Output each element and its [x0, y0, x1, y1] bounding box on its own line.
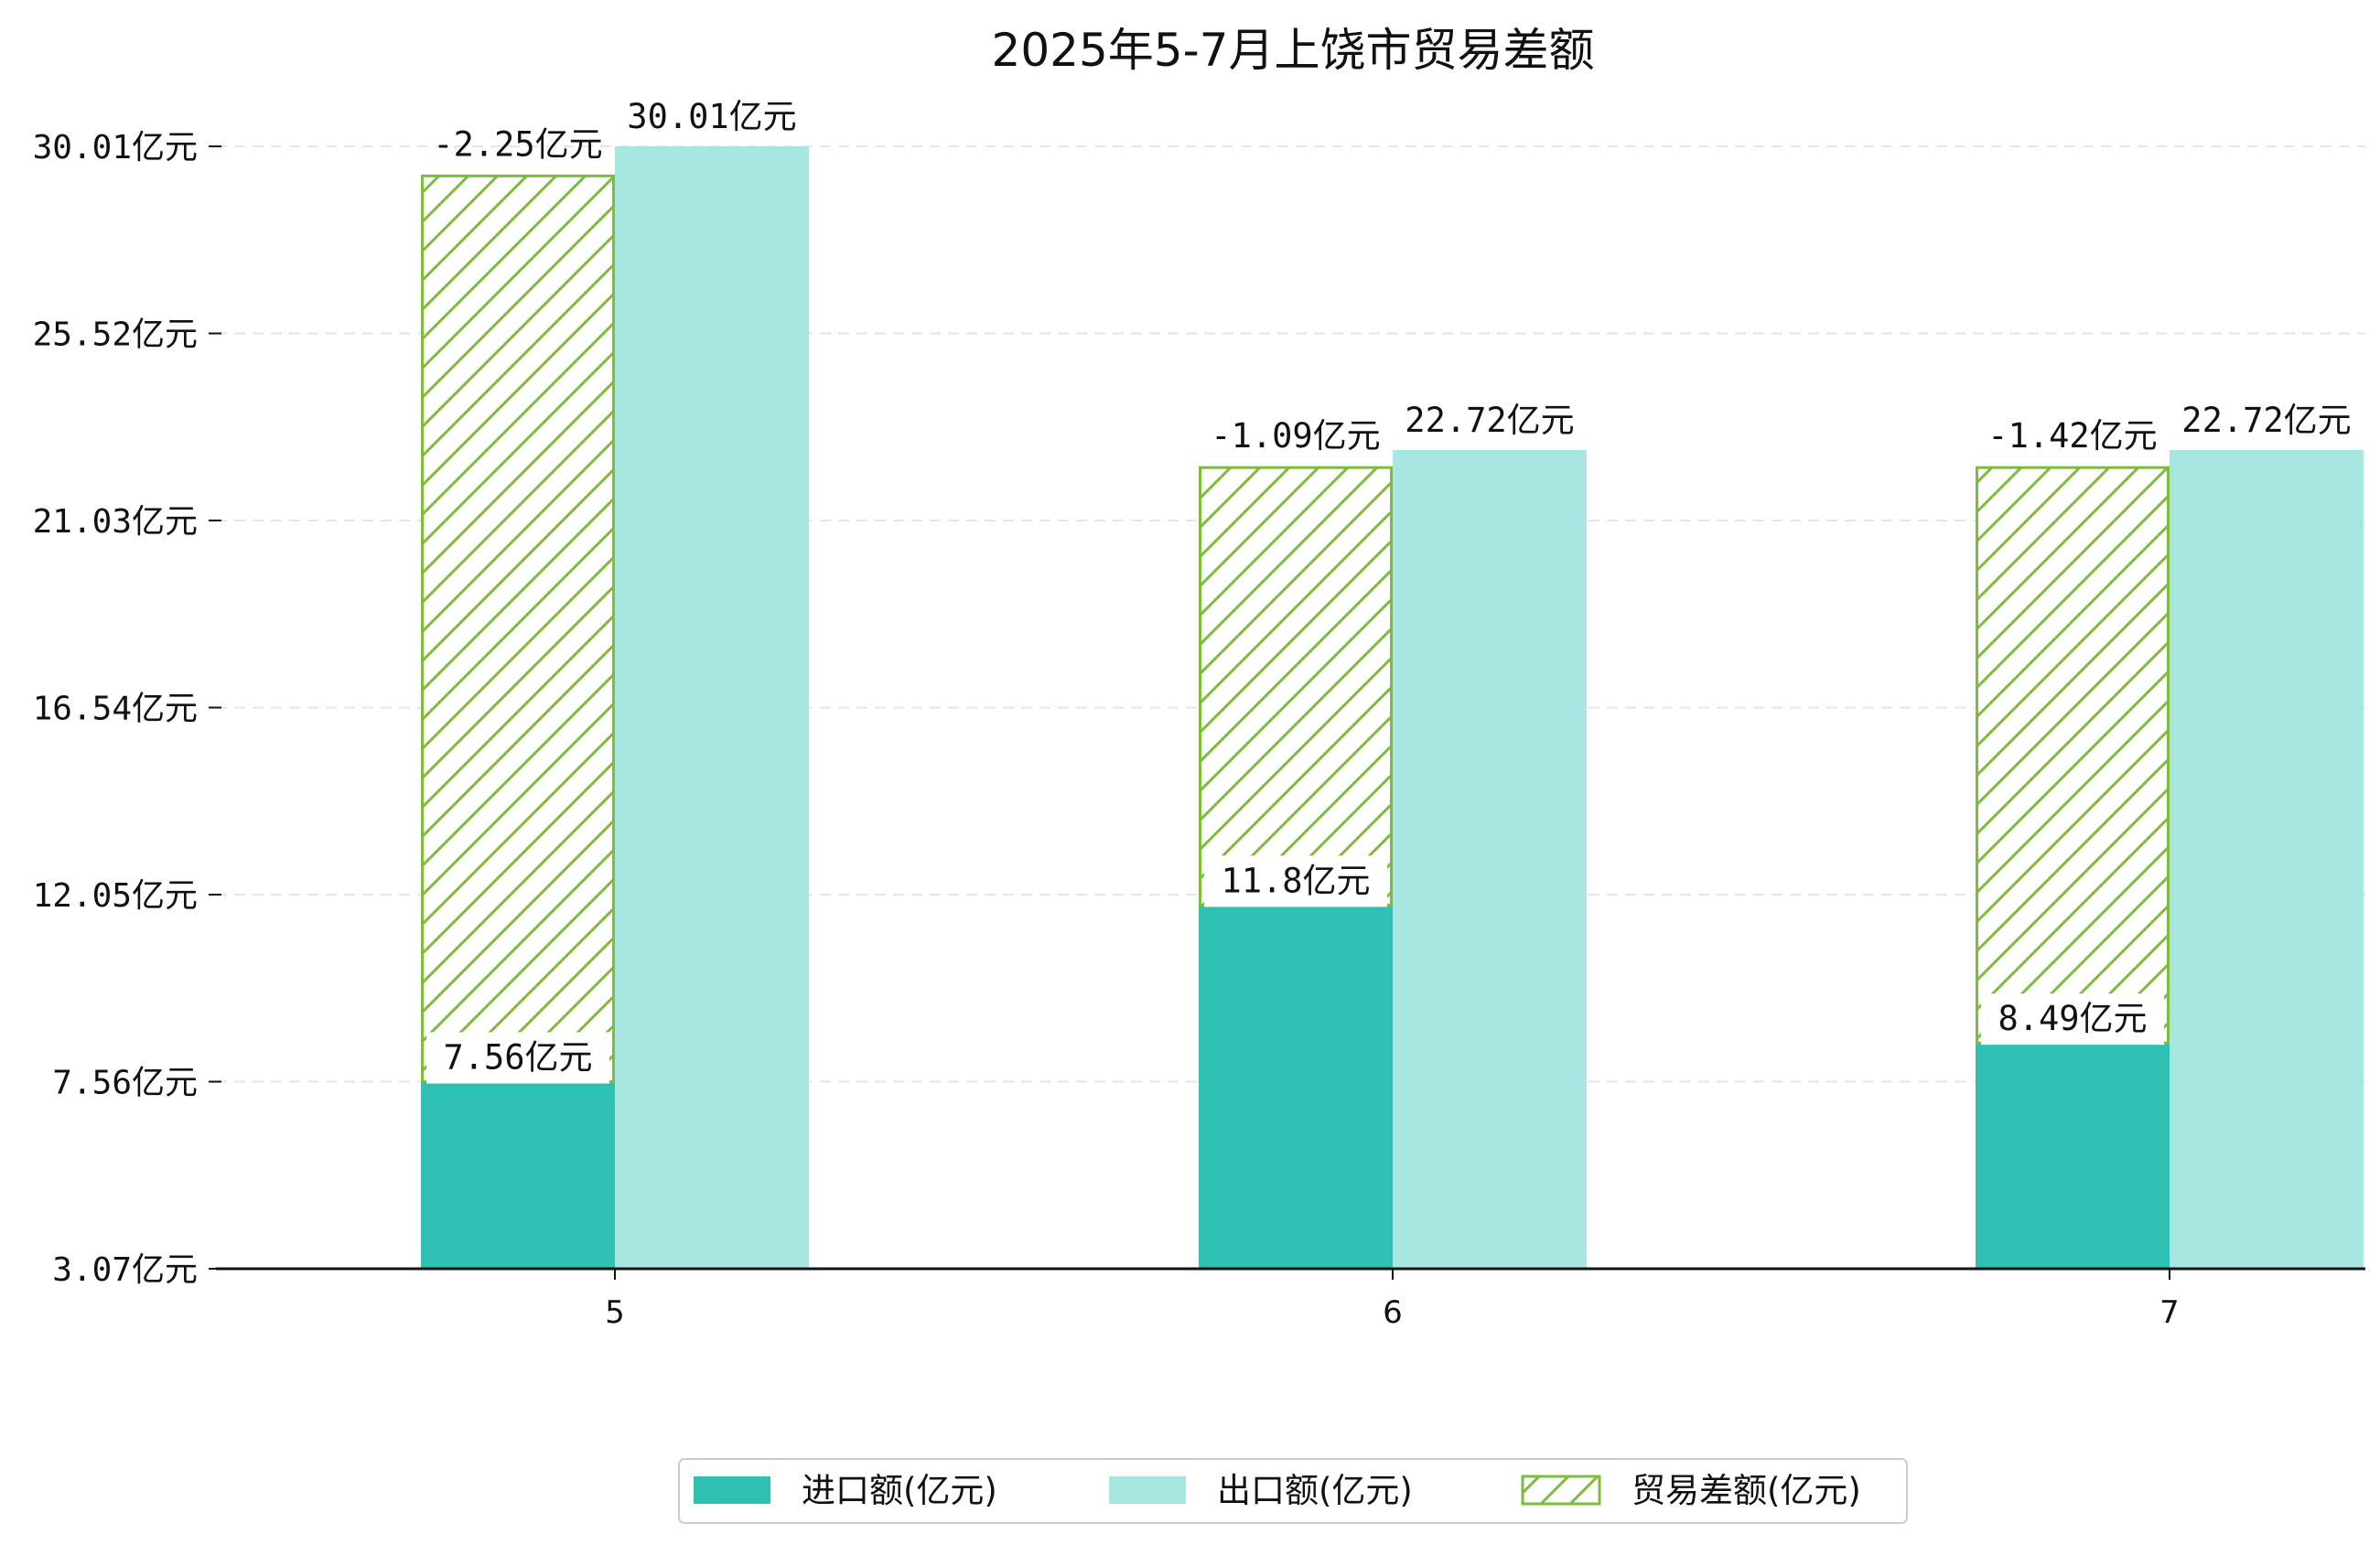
import-label-box [426, 1032, 609, 1084]
import-label-box [1204, 855, 1387, 907]
legend-swatch-export [1109, 1476, 1186, 1504]
data-labels: 7.56亿元 -2.25亿元 30.01亿元 11.8亿元 -1.09亿元 22.72亿元… [426, 97, 2352, 1084]
export-value-label: 22.72亿元 [1405, 401, 1574, 440]
export-bar [2170, 450, 2364, 1269]
y-tick-label: 12.05亿元 [33, 877, 198, 915]
import-bar [421, 1081, 615, 1269]
balance-value-label: -1.42亿元 [1987, 416, 2157, 456]
y-tick-label: 25.52亿元 [33, 317, 198, 354]
y-tick-label: 30.01亿元 [33, 129, 198, 166]
y-tick-label: 21.03亿元 [33, 503, 198, 541]
import-label-box [1981, 993, 2164, 1046]
x-tick-label: 6 [1383, 1294, 1403, 1331]
chart-title: 2025年5-7月上饶市贸易差额 [992, 24, 1595, 77]
import-bar [1976, 1043, 2170, 1269]
bars [421, 146, 2364, 1269]
balance-bar [421, 174, 615, 1084]
y-tick-label: 7.56亿元 [52, 1065, 198, 1102]
legend-label-import: 进口额(亿元) [802, 1471, 997, 1510]
export-value-label: 30.01亿元 [627, 97, 796, 136]
legend: 进口额(亿元) 出口额(亿元) 贸易差额(亿元) [678, 1458, 1908, 1524]
balance-bar [1976, 466, 2170, 1045]
import-bar [1199, 905, 1393, 1269]
balance-value-label: -1.09亿元 [1211, 416, 1380, 456]
balance-value-label: -2.25亿元 [433, 124, 602, 164]
balance-bar [1199, 466, 1393, 907]
export-bar [1393, 450, 1587, 1269]
x-tick-label: 5 [605, 1294, 625, 1331]
import-value-label: 11.8亿元 [1221, 861, 1370, 900]
legend-label-balance: 贸易差额(亿元) [1632, 1471, 1861, 1510]
legend-label-export: 出口额(亿元) [1217, 1471, 1413, 1510]
x-axis: 5 6 7 [216, 1267, 2365, 1331]
y-axis: 3.07亿元 7.56亿元 12.05亿元 16.54亿元 21.03亿元 25.52亿元… [33, 129, 221, 1289]
import-value-label: 8.49亿元 [1998, 999, 2147, 1038]
x-tick-label: 7 [2159, 1294, 2180, 1331]
y-tick-label: 16.54亿元 [33, 691, 198, 728]
export-bar [615, 146, 809, 1269]
export-value-label: 22.72亿元 [2181, 401, 2351, 440]
y-tick-label: 3.07亿元 [52, 1251, 198, 1289]
legend-swatch-import [694, 1476, 770, 1504]
import-value-label: 7.56亿元 [443, 1038, 592, 1078]
legend-swatch-balance [1521, 1475, 1601, 1506]
